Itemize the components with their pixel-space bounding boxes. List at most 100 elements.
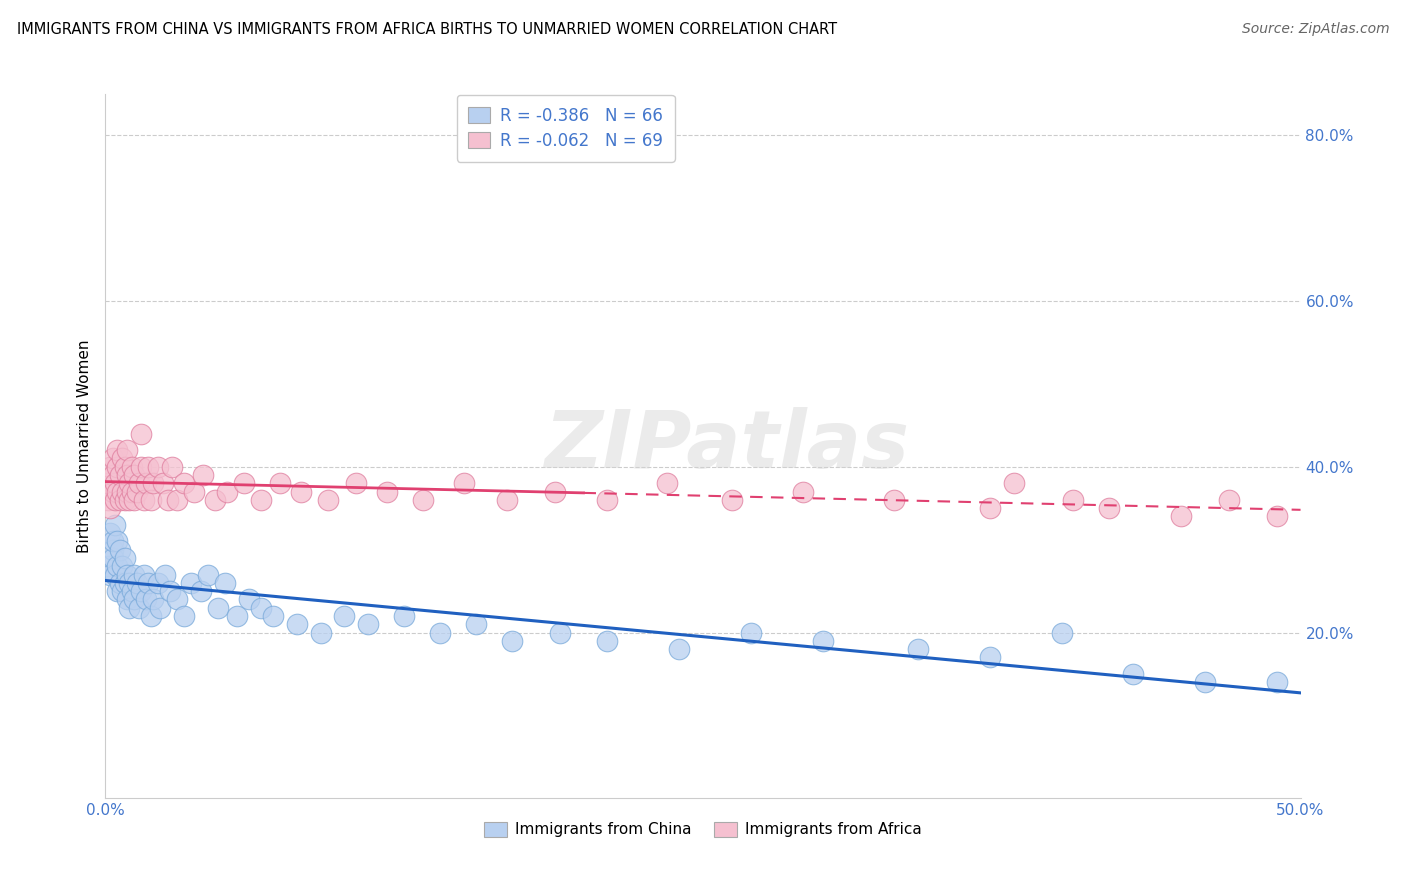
- Point: [811, 633, 834, 648]
- Point: [496, 492, 519, 507]
- Point: [285, 617, 308, 632]
- Point: [1050, 625, 1073, 640]
- Point: [114, 575, 136, 590]
- Point: [193, 468, 215, 483]
- Point: [129, 584, 153, 599]
- Point: [121, 459, 143, 474]
- Point: [114, 492, 136, 507]
- Point: [115, 484, 138, 499]
- Point: [238, 592, 260, 607]
- Point: [720, 492, 742, 507]
- Point: [115, 592, 138, 607]
- Point: [101, 451, 124, 466]
- Point: [1002, 476, 1025, 491]
- Point: [98, 526, 121, 541]
- Point: [121, 584, 143, 599]
- Point: [125, 484, 148, 499]
- Point: [153, 567, 177, 582]
- Point: [111, 484, 134, 499]
- Point: [166, 592, 188, 607]
- Point: [135, 476, 157, 491]
- Point: [108, 575, 131, 590]
- Point: [98, 459, 121, 474]
- Point: [101, 534, 124, 549]
- Point: [173, 609, 195, 624]
- Point: [114, 550, 136, 565]
- Point: [1265, 675, 1288, 690]
- Point: [152, 476, 174, 491]
- Point: [111, 451, 134, 466]
- Point: [1063, 492, 1085, 507]
- Point: [108, 468, 131, 483]
- Point: [107, 559, 129, 574]
- Text: IMMIGRANTS FROM CHINA VS IMMIGRANTS FROM AFRICA BIRTHS TO UNMARRIED WOMEN CORREL: IMMIGRANTS FROM CHINA VS IMMIGRANTS FROM…: [17, 22, 837, 37]
- Point: [104, 492, 127, 507]
- Point: [204, 492, 226, 507]
- Point: [115, 567, 138, 582]
- Point: [1170, 509, 1192, 524]
- Point: [104, 476, 127, 491]
- Point: [207, 600, 229, 615]
- Point: [740, 625, 762, 640]
- Point: [115, 443, 138, 458]
- Point: [114, 459, 136, 474]
- Point: [290, 484, 312, 499]
- Point: [225, 609, 249, 624]
- Point: [111, 559, 134, 574]
- Y-axis label: Births to Unmarried Women: Births to Unmarried Women: [77, 339, 93, 553]
- Point: [107, 459, 129, 474]
- Point: [122, 567, 145, 582]
- Point: [217, 484, 239, 499]
- Point: [1265, 509, 1288, 524]
- Point: [139, 609, 162, 624]
- Point: [138, 575, 160, 590]
- Point: [97, 559, 120, 574]
- Point: [214, 575, 236, 590]
- Point: [101, 468, 124, 483]
- Point: [128, 476, 150, 491]
- Point: [162, 459, 184, 474]
- Point: [250, 492, 273, 507]
- Point: [166, 492, 188, 507]
- Point: [98, 567, 121, 582]
- Point: [139, 492, 162, 507]
- Point: [142, 476, 165, 491]
- Point: [333, 609, 356, 624]
- Point: [464, 617, 488, 632]
- Point: [233, 476, 256, 491]
- Point: [316, 492, 339, 507]
- Point: [128, 600, 150, 615]
- Point: [1194, 675, 1216, 690]
- Point: [97, 476, 120, 491]
- Point: [104, 567, 127, 582]
- Point: [792, 484, 814, 499]
- Point: [115, 468, 138, 483]
- Point: [159, 584, 181, 599]
- Point: [269, 476, 291, 491]
- Point: [101, 550, 124, 565]
- Point: [118, 492, 141, 507]
- Point: [138, 459, 160, 474]
- Point: [548, 625, 571, 640]
- Point: [1098, 501, 1121, 516]
- Point: [107, 484, 129, 499]
- Point: [129, 426, 153, 441]
- Point: [97, 492, 120, 507]
- Point: [392, 609, 416, 624]
- Point: [156, 492, 179, 507]
- Point: [1218, 492, 1240, 507]
- Point: [132, 567, 155, 582]
- Point: [129, 459, 153, 474]
- Point: [132, 492, 155, 507]
- Point: [377, 484, 399, 499]
- Point: [98, 501, 121, 516]
- Point: [107, 584, 129, 599]
- Point: [101, 542, 124, 557]
- Point: [979, 650, 1001, 665]
- Point: [907, 642, 929, 657]
- Point: [183, 484, 205, 499]
- Point: [250, 600, 273, 615]
- Point: [118, 575, 141, 590]
- Point: [122, 592, 145, 607]
- Point: [544, 484, 567, 499]
